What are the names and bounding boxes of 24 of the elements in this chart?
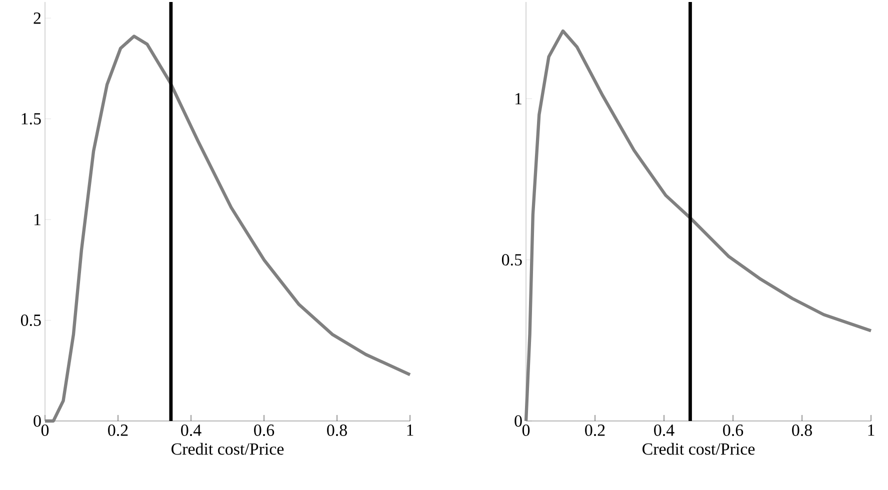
y-tick-label: 0.5 [502,254,522,266]
line-series [43,34,412,423]
y-tick-label: 2 [34,12,41,24]
y-tick-label: 0.5 [20,314,41,326]
x-tick-label: 0.8 [792,424,812,436]
x-tick-label: 0.4 [654,424,674,436]
y-tick-label: 0 [34,415,41,427]
x-tick-label: 1 [868,424,874,436]
y-tick-label: 0 [514,415,522,427]
y-tick-label: 1.5 [22,113,41,125]
x-tick-label: 0.6 [254,424,274,436]
y-tick-label: 1 [34,214,40,226]
x-tick-label: 0.8 [327,424,347,436]
x-tick-label: 0.2 [108,424,128,436]
x-tick-label: 0 [522,424,530,436]
x-tick-label: 0.6 [723,424,744,436]
y-tick-label: 1 [516,93,522,104]
line-series [524,29,873,423]
x-axis-title: Credit cost/Price [172,442,284,455]
x-tick-label: 0.2 [585,424,605,436]
x-tick-label: 0.4 [181,424,202,436]
x-axis-title: Credit cost/Price [642,442,755,455]
x-tick-label: 0 [41,424,49,436]
x-tick-label: 1 [407,424,414,436]
